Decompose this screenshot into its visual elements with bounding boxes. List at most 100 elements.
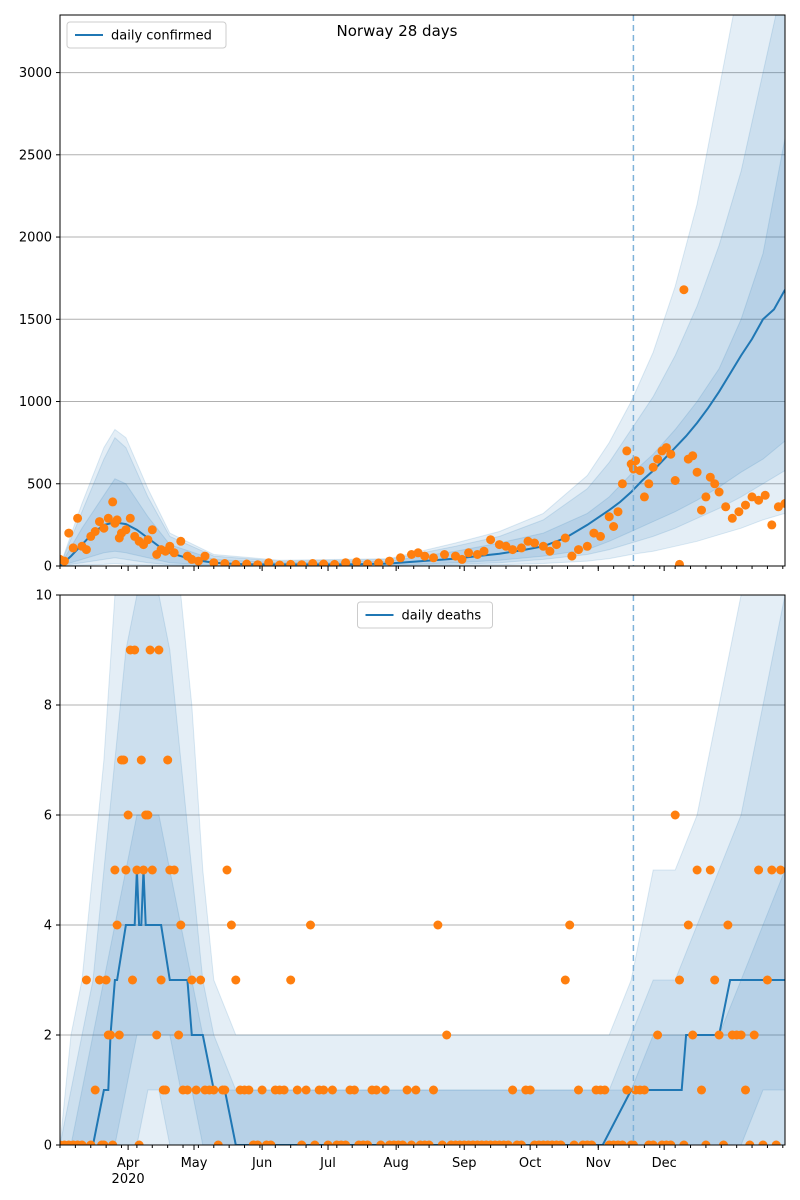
data-point [64,528,74,538]
data-point [352,557,362,566]
data-point [574,1085,583,1095]
data-point [341,1140,351,1145]
data-point [145,645,155,655]
plot-area [60,15,785,566]
data-point [721,502,731,512]
data-point [187,975,197,985]
data-point [286,559,296,566]
data-point [705,472,715,482]
data-point [565,920,575,930]
data-point [556,1140,566,1145]
data-point [132,865,142,875]
data-point [196,975,206,985]
data-point [81,975,91,985]
data-point [741,500,750,510]
data-point [582,541,592,551]
data-point [758,1140,768,1145]
data-point [376,1140,386,1145]
data-point [169,548,179,558]
data-point [128,975,137,985]
y-tick-label: 1500 [19,313,52,328]
data-point [613,507,623,517]
data-point [675,559,684,566]
data-point [226,920,236,930]
data-point [363,1140,373,1145]
axes-frame [59,14,786,567]
data-point [308,559,318,566]
data-point [108,497,118,507]
data-point [675,975,684,985]
axes-frame [59,594,786,1146]
data-point [363,559,373,566]
data-point [609,522,619,531]
data-point [771,1140,781,1145]
data-point [182,1085,192,1095]
data-point [727,513,737,523]
data-point [679,1140,689,1145]
confirmed-panel: 0 500 1000 1500 2000 2500 3000 daily confirmed [19,14,786,575]
y-tick-label: 10 [35,589,52,604]
data-point [697,1085,706,1095]
data-point [68,543,78,553]
data-point [760,490,770,500]
data-point [108,1140,118,1145]
x-tick-label: Apr [117,1156,140,1171]
data-point [508,1085,518,1095]
data-point [231,559,241,566]
legend-label: daily deaths [402,609,482,624]
data-point [719,1140,728,1145]
data-point [396,553,405,563]
data-point [701,492,711,502]
data-point [306,920,315,930]
data-point [297,1140,307,1145]
data-point [688,451,698,461]
data-point [745,1140,755,1145]
x-tick-label: Jul [319,1156,336,1171]
data-point [420,551,430,561]
data-point [617,1140,627,1145]
data-point [781,0,790,5]
data-point [530,538,539,548]
data-point [161,1085,170,1095]
data-point [710,975,720,985]
data-point [213,1140,223,1145]
data-point [666,449,676,459]
data-point [398,1140,408,1145]
data-point [516,543,526,553]
data-point [723,920,733,930]
data-point [90,527,100,536]
data-point [648,1140,658,1145]
data-point [169,865,179,875]
data-point [147,865,157,875]
data-point [374,558,384,566]
data-point [90,1085,100,1095]
data-point [112,920,122,930]
y-tick-label: 0 [44,1139,52,1154]
data-point [106,1030,115,1040]
data-point [433,920,443,930]
y-tick-label: 0 [44,560,52,575]
data-point [525,1085,535,1095]
data-point [77,1140,87,1145]
x-tick-label: May [181,1156,208,1171]
data-point [73,513,83,523]
data-point [110,865,120,875]
data-point [516,1140,526,1145]
data-point [310,1140,320,1145]
data-point [679,285,689,295]
data-point [437,1140,447,1145]
data-point [600,1085,610,1095]
data-point [152,1030,162,1040]
data-point [341,558,351,566]
data-point [297,560,307,566]
data-point [121,525,131,535]
data-point [301,1085,311,1095]
data-point [349,1085,359,1095]
data-point [545,546,555,556]
data-point [103,513,113,523]
data-point [200,551,210,561]
x-tick-label: Oct [519,1156,541,1171]
data-point [266,1140,276,1145]
data-point [560,975,570,985]
